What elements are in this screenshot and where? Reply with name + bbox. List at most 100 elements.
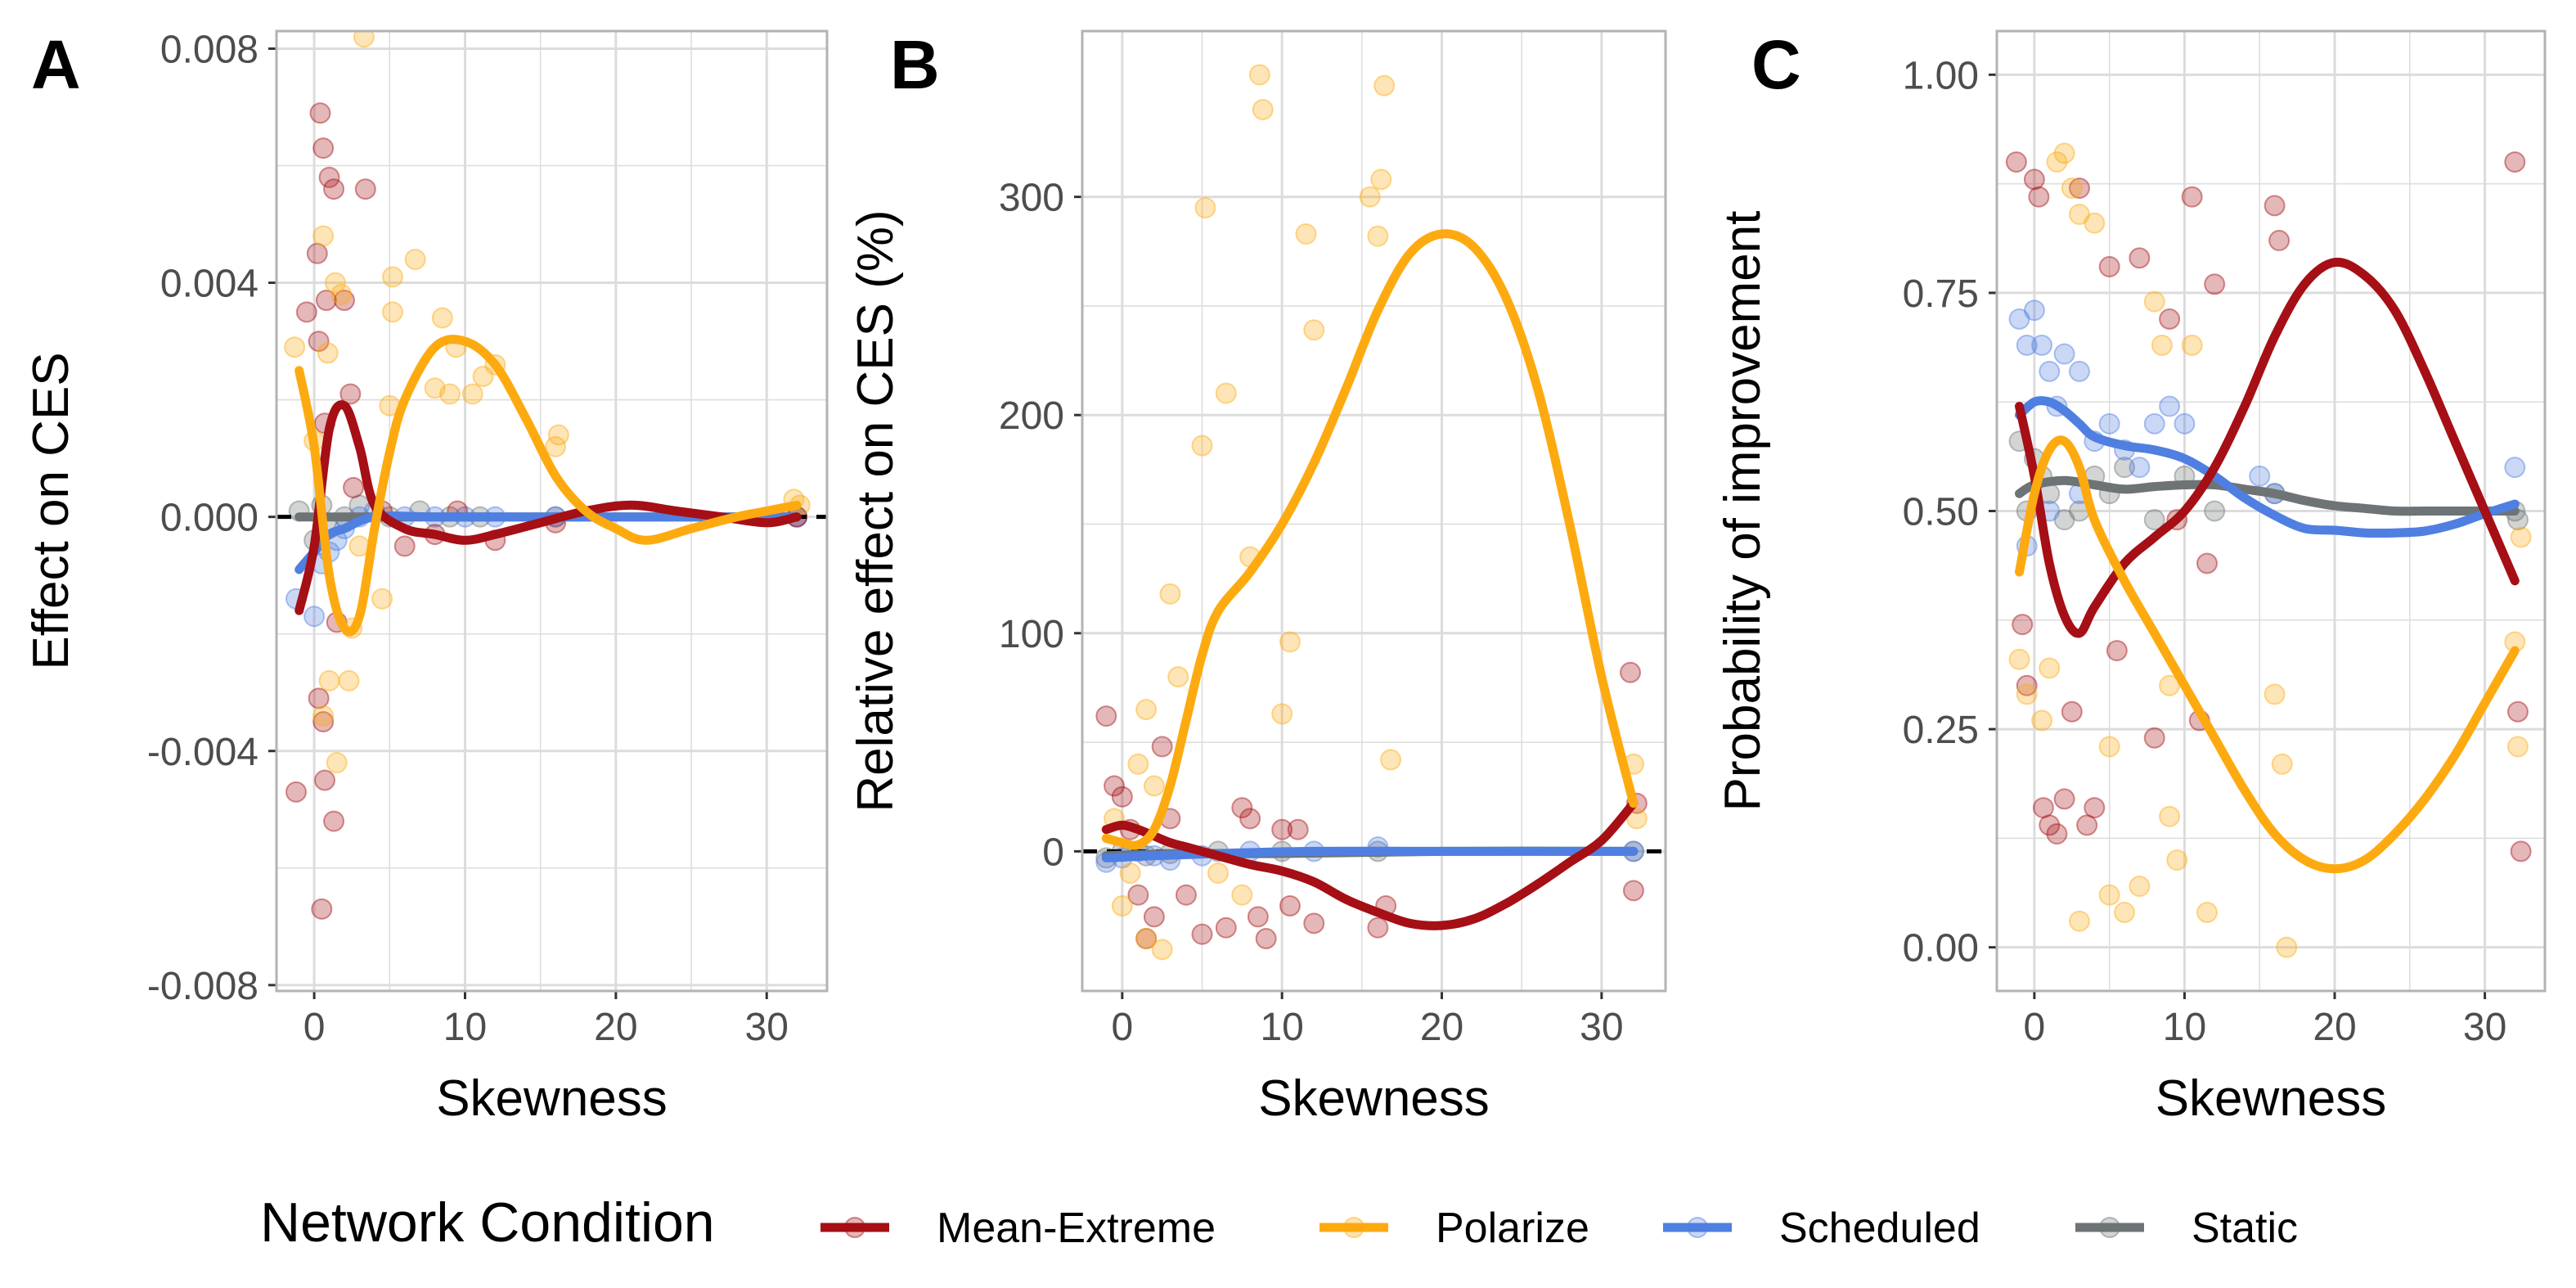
x-tick-label: 30 [2463,1006,2506,1049]
data-point [317,342,339,364]
data-point [2016,674,2038,696]
data-point [2264,683,2286,705]
data-point [404,248,426,270]
data-point [1095,705,1117,727]
data-point [1159,583,1181,605]
data-point [338,669,360,691]
data-point [1279,631,1301,653]
smooth-line-static [2015,475,2520,516]
data-point [2271,753,2293,775]
data-point [1622,880,1644,902]
data-point [1207,862,1230,885]
data-point [312,710,335,732]
data-point [1119,862,1141,885]
points-mean-extreme [1095,661,1648,950]
data-point [2098,736,2120,758]
data-point [2276,936,2298,958]
legend-point-key [1343,1217,1364,1238]
points-mean-extreme [285,102,808,920]
smooth-line-mean-extreme [1101,799,1639,930]
data-point [1111,895,1133,917]
data-point [431,307,453,329]
y-tick-label: -0.008 [147,965,258,1008]
x-tick-label: 20 [2313,1006,2356,1049]
data-point [1167,666,1189,688]
y-tick-label: 0.004 [160,263,258,306]
data-point [1252,98,1274,120]
smooth-line-polarize [1101,229,1639,850]
data-point [547,424,569,446]
data-point [1367,916,1389,939]
data-point [2114,902,2136,924]
data-point [2129,457,2151,479]
data-point [1135,699,1158,721]
x-tick-label: 10 [443,1006,487,1049]
x-tick-label: 30 [1580,1006,1623,1049]
legend-item-scheduled: Scheduled [1663,1205,1980,1252]
grid [1082,31,1666,991]
legend-label: Mean-Extreme [937,1205,1216,1252]
panel-border [1081,29,1667,993]
data-point [2053,788,2075,810]
panel-c: C 0 10 20 30 0.00 0.25 0.50 0.75 1.00 Skewness Prob… [1715,26,2547,1127]
data-point [314,769,336,791]
data-point [2039,657,2061,679]
data-point [2023,169,2045,191]
data-point [2039,814,2061,836]
data-point [1175,884,1197,906]
panel-border [275,29,829,993]
y-tick-label: 1.00 [1903,54,1979,97]
axes: 0 10 20 30 -0.008 -0.004 0.000 0.004 0.008 Skewne… [23,28,789,1127]
data-point [1215,916,1237,939]
data-point [2032,797,2054,819]
data-point [1104,775,1126,797]
data-point [315,290,337,312]
smooth-line-polarize [294,335,802,637]
data-point [323,178,345,200]
data-point [311,898,333,920]
data-point [2008,308,2030,330]
data-point [2053,509,2075,531]
data-point [2068,177,2090,199]
y-tick-label: -0.004 [147,731,258,774]
data-point [1143,906,1165,928]
points-mean-extreme [2005,151,2532,862]
y-tick-label: 300 [999,177,1064,220]
data-point [439,383,461,405]
data-point [2129,876,2151,898]
panel-letter: C [1751,26,1801,103]
data-point [2061,700,2083,723]
data-point [1111,786,1133,808]
data-point [2106,640,2128,662]
data-point [1143,775,1165,797]
data-point [354,178,376,200]
panel-border [1995,29,2547,993]
x-axis-title: Skewness [1258,1070,1490,1127]
data-point [2143,290,2165,313]
panels: A0 10 20 30-0.008-0.0040.0000.0040.008Skewn… [23,26,2547,1127]
data-point [2510,840,2532,862]
data-point [2039,360,2061,382]
data-point [2098,412,2120,435]
data-point [312,705,335,727]
data-point [1151,939,1173,961]
legend-item-static: Static [2075,1205,2298,1252]
data-point [2068,203,2090,225]
data-point [312,137,335,160]
data-point [2114,457,2136,479]
data-point [371,588,393,610]
data-point [2016,334,2038,356]
data-point [1239,808,1261,830]
data-point [333,290,355,312]
data-point [1295,223,1317,245]
data-point [2204,273,2226,295]
y-tick-label: 0.75 [1903,272,1979,316]
smooth-line-polarize [2015,435,2520,874]
data-point [2504,151,2526,173]
legend-label: Static [2192,1205,2298,1252]
data-point [1255,928,1277,950]
data-point [2249,465,2271,487]
x-tick-label: 0 [2024,1006,2046,1049]
